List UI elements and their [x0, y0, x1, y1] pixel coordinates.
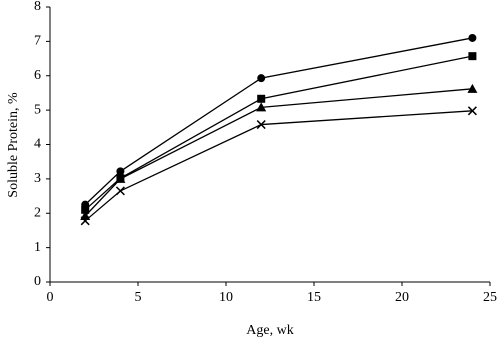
marker	[467, 83, 478, 93]
x-tick-label: 0	[47, 290, 54, 305]
x-tick-label: 5	[135, 290, 142, 305]
y-tick-label: 2	[34, 205, 41, 220]
marker	[81, 205, 90, 214]
marker	[115, 173, 126, 183]
y-tick-label: 8	[34, 0, 41, 14]
marker	[257, 74, 266, 83]
y-axis-label: Soluble Protein, %	[6, 92, 21, 198]
marker	[467, 106, 477, 116]
x-tick-label: 10	[219, 290, 233, 305]
y-tick-label: 1	[34, 240, 41, 255]
series-line	[84, 88, 473, 217]
x-tick-label: 25	[483, 290, 497, 305]
y-tick-label: 0	[34, 274, 41, 289]
y-tick-label: 6	[34, 68, 41, 83]
x-tick-label: 15	[307, 290, 321, 305]
x-tick-label: 20	[395, 290, 409, 305]
marker	[468, 52, 477, 61]
y-tick-label: 5	[34, 102, 41, 117]
series-line	[84, 55, 473, 211]
series-line	[84, 110, 473, 222]
marker	[80, 216, 90, 226]
marker	[256, 120, 266, 130]
marker	[468, 33, 477, 42]
x-axis-label: Age, wk	[246, 323, 293, 338]
y-tick-label: 7	[34, 34, 41, 49]
marker	[116, 167, 125, 176]
marker	[256, 102, 267, 112]
marker	[257, 94, 266, 103]
y-tick-label: 4	[34, 137, 41, 152]
series-line	[84, 37, 473, 206]
marker	[115, 186, 125, 196]
y-tick-label: 3	[34, 171, 41, 186]
